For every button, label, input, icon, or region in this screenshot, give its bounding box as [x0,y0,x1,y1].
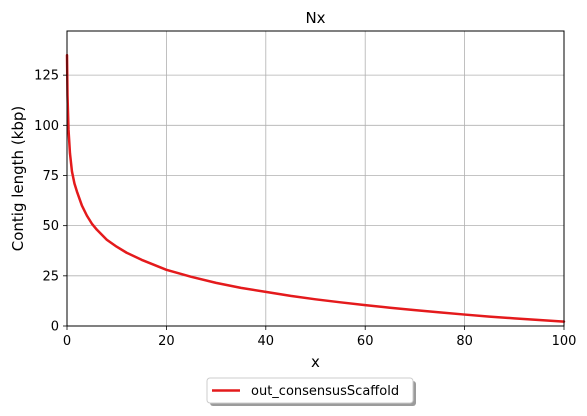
x-tick-label: 80 [456,334,473,349]
series-layer [65,53,566,323]
x-tick-label: 100 [552,334,577,349]
x-tick-label: 0 [63,334,71,349]
y-tick-label: 125 [34,69,59,84]
y-tick-label: 100 [34,119,59,134]
chart-title: Nx [305,9,325,27]
grid-lines [66,31,565,327]
y-tick-label: 25 [42,269,59,284]
y-tick-label: 0 [51,320,59,335]
plot-frame [66,30,565,327]
series-line-out_consensusScaffold [65,53,566,323]
y-axis-label: Contig length (kbp) [9,106,27,252]
legend-box [206,377,414,404]
legend: out_consensusScaffold [206,377,416,406]
x-axis-label: x [311,353,320,371]
x-tick-label: 20 [158,334,175,349]
y-tick-label: 50 [42,219,59,234]
x-tick-label: 40 [258,334,275,349]
x-tick-label: 60 [357,334,374,349]
legend-label: out_consensusScaffold [251,384,399,399]
axis-ticks: 0 20 40 60 80 100 0 25 50 75 100 125 [34,69,576,349]
y-tick-label: 75 [42,169,59,184]
